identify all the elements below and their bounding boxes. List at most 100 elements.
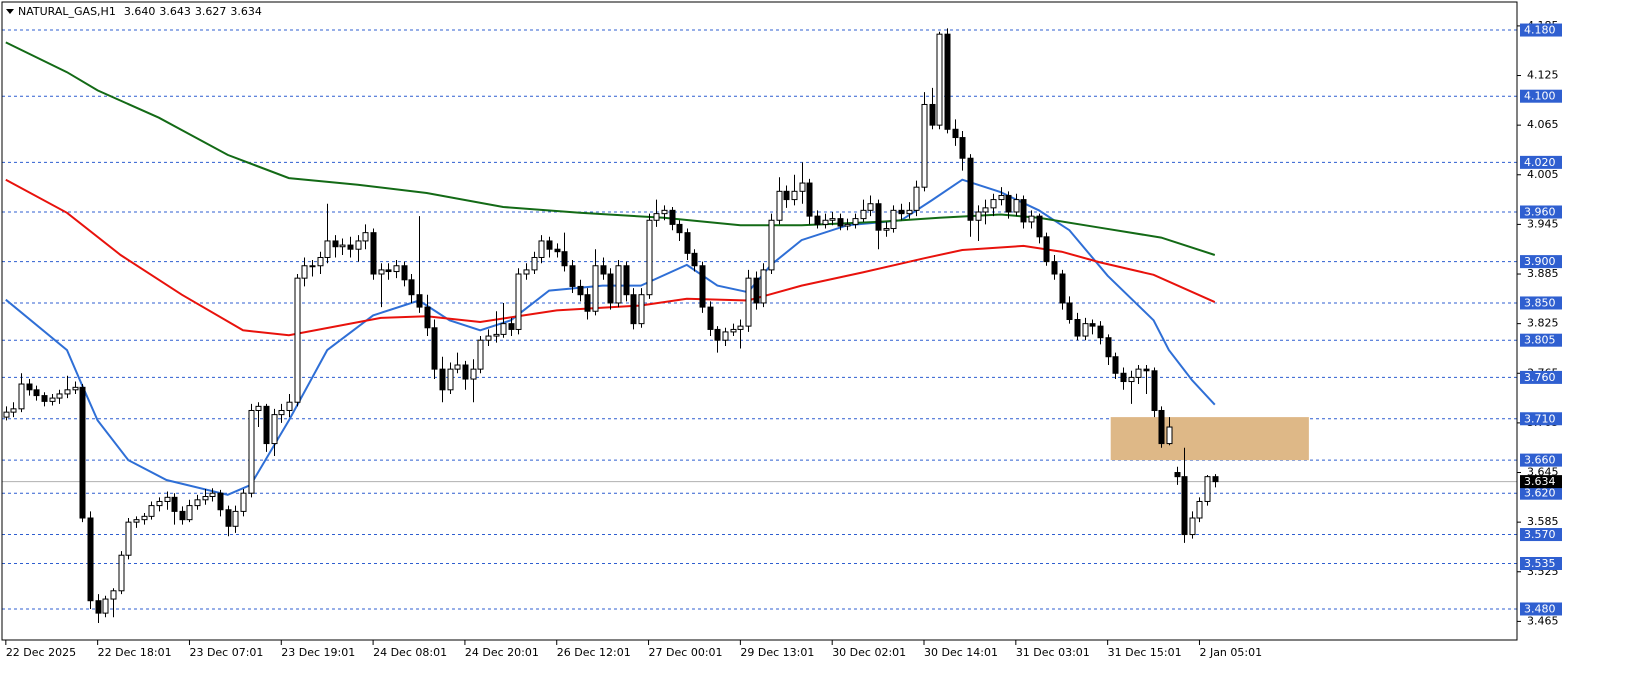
candle-body	[1174, 472, 1181, 478]
candle-body	[615, 265, 622, 304]
x-tick-label: 2 Jan 05:01	[1199, 646, 1262, 659]
candle-body	[378, 269, 385, 275]
candle-body	[921, 103, 928, 188]
candle-body	[676, 223, 683, 234]
candle-body	[401, 265, 408, 281]
candle-body	[393, 265, 400, 273]
candle-body	[875, 203, 882, 231]
candle-body	[600, 265, 607, 275]
candle-body	[485, 335, 492, 341]
candle-body	[967, 157, 974, 221]
zone	[1110, 417, 1309, 461]
candle-body	[998, 194, 1005, 201]
candle-body	[64, 389, 71, 395]
candle-body	[508, 323, 515, 330]
y-tick-label: 4.065	[1527, 118, 1559, 131]
level-label-box	[1520, 296, 1562, 310]
candle-body	[1051, 261, 1058, 275]
ohlc-value: 3.640	[124, 5, 156, 18]
candle-body	[294, 277, 301, 403]
level-label-box	[1520, 412, 1562, 426]
x-tick-label: 31 Dec 03:01	[1016, 646, 1090, 659]
candle-body	[1143, 368, 1150, 372]
level-label: 3.535	[1524, 557, 1556, 570]
candle-body	[110, 590, 117, 600]
candle-body	[317, 256, 324, 267]
y-tick-label: 3.825	[1527, 317, 1559, 330]
candle-body	[1097, 325, 1104, 339]
candle-body	[844, 223, 851, 227]
candle-body	[454, 364, 461, 370]
candle-body	[592, 265, 599, 312]
candle-body	[470, 368, 477, 380]
candle-body	[477, 339, 484, 370]
candle-body	[584, 294, 591, 312]
candle-body	[990, 199, 997, 209]
candle-body	[661, 209, 668, 215]
candle-body	[867, 203, 874, 211]
candle-body	[515, 273, 522, 330]
candle-body	[569, 265, 576, 287]
candle-body	[225, 509, 232, 527]
candle-body	[339, 244, 346, 248]
candle-body	[462, 364, 469, 380]
candle-body	[141, 515, 148, 521]
level-label: 3.760	[1524, 371, 1556, 384]
candle-body	[301, 265, 308, 279]
candle-body	[41, 395, 48, 402]
level-label: 3.620	[1524, 487, 1556, 500]
candle-body	[431, 327, 438, 370]
candle-body	[278, 409, 285, 416]
x-tick-label: 26 Dec 12:01	[557, 646, 631, 659]
moving-average	[5, 178, 1216, 337]
y-tick-label: 3.945	[1527, 217, 1559, 230]
candle-body	[26, 383, 33, 391]
candle-body	[607, 273, 614, 304]
candle-body	[1013, 199, 1020, 213]
x-tick-label: 24 Dec 20:01	[465, 646, 539, 659]
candle-body	[271, 414, 278, 445]
candle-body	[776, 190, 783, 221]
candle-body	[669, 209, 676, 225]
candle-body	[1135, 368, 1142, 378]
candle-body	[829, 218, 836, 221]
candle-body	[1066, 302, 1073, 321]
candle-body	[1204, 476, 1211, 502]
level-label-box	[1520, 528, 1562, 542]
candle-body	[148, 505, 155, 517]
candle-body	[531, 256, 538, 271]
y-tick-label: 3.885	[1527, 267, 1559, 280]
candle-body	[561, 251, 568, 267]
y-tick-label: 4.005	[1527, 168, 1559, 181]
level-label: 3.660	[1524, 454, 1556, 467]
candle-body	[347, 244, 354, 250]
candle-body	[1128, 376, 1135, 383]
level-label-box	[1520, 89, 1562, 103]
candle-body	[179, 510, 186, 521]
plot-border	[1, 1, 1518, 641]
level-label: 3.900	[1524, 255, 1556, 268]
candle-body	[714, 328, 721, 341]
level-label-box	[1520, 155, 1562, 169]
level-label: 4.020	[1524, 156, 1556, 169]
candle-body	[87, 517, 94, 602]
candle-body	[370, 232, 377, 275]
y-tick-label: 3.465	[1527, 614, 1559, 627]
candle-body	[1120, 372, 1127, 383]
x-tick-label: 31 Dec 15:01	[1108, 646, 1182, 659]
candle-body	[255, 405, 262, 411]
candle-body	[1166, 426, 1173, 445]
candle-body	[768, 219, 775, 271]
candle-body	[837, 218, 844, 227]
level-label: 3.805	[1524, 334, 1556, 347]
x-tick-label: 24 Dec 08:01	[373, 646, 447, 659]
candle-body	[577, 285, 584, 296]
candle-body	[10, 408, 17, 413]
menu-arrow[interactable]	[6, 9, 14, 14]
candle-body	[102, 598, 109, 614]
candle-body	[707, 306, 714, 330]
y-tick-label: 4.125	[1527, 69, 1559, 82]
candle-body	[439, 368, 446, 391]
candle-body	[79, 386, 86, 519]
candle-body	[959, 137, 966, 159]
